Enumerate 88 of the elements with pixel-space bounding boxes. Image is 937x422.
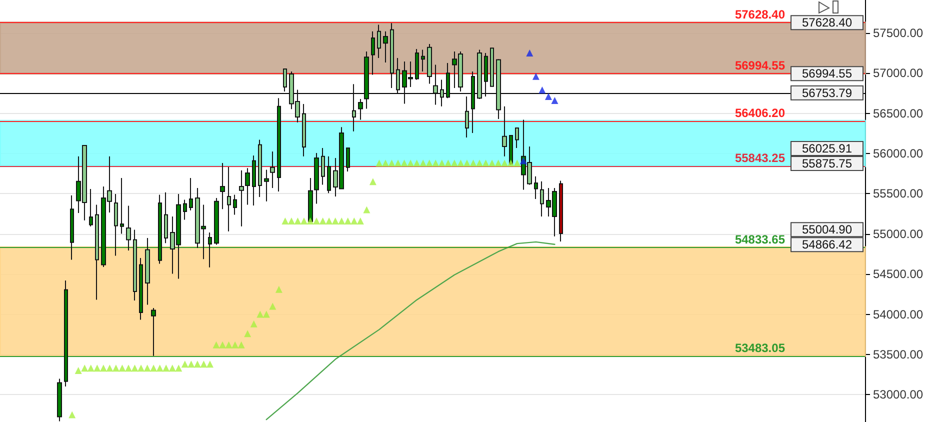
candlestick [145,238,150,306]
annotation: 55004.90 [802,222,852,237]
candlestick [277,98,281,192]
candlestick [208,232,212,268]
candlestick [515,128,519,149]
candlestick [133,229,137,301]
candlestick [502,106,507,157]
ref-line-label: 56406.20 [734,106,786,120]
candlestick [421,49,425,72]
point [532,72,540,80]
candlestick [321,148,325,186]
point [538,86,546,94]
candlestick [233,194,237,216]
candlestick [270,150,275,189]
candlestick [446,62,450,99]
y-tick-label: 56000.00 [873,146,924,161]
candlestick [396,58,400,94]
point [544,92,552,100]
y-tick-label: 57500.00 [873,26,924,40]
candlestick [227,166,231,232]
point [551,96,558,104]
candlestick [371,30,375,76]
candlestick [239,170,244,227]
annotation: 56753.79 [802,86,852,100]
annotation: 56994.55 [802,66,852,81]
y-tick-label: 53500.00 [873,347,924,362]
candlestick [364,50,369,110]
candlestick [120,178,124,234]
candlestick [264,169,269,202]
candlestick [484,52,488,97]
candlestick [252,154,256,206]
candlestick [164,192,168,244]
candlestick [158,194,162,264]
candlestick [358,98,363,120]
candlestick [427,44,432,84]
ref-line-label: 55843.25 [734,151,786,166]
candlestick [346,148,350,172]
candlestick [471,70,475,134]
annotation: 55875.75 [802,156,852,171]
candlestick [64,280,68,387]
ref-line-label: 53483.05 [734,340,786,355]
candlestick [283,68,287,92]
candlestick [151,308,156,356]
annotation: 57628.40 [802,16,852,30]
candlestick [189,178,193,211]
candlestick [383,30,388,63]
line-series [266,241,556,420]
candlestick [352,84,356,132]
annotation: 56025.91 [802,142,852,156]
y-tick-label: 53000.00 [873,388,924,402]
y-tick-label: 55500.00 [873,186,924,201]
ref-line-label: 54833.65 [734,232,786,246]
candlestick [540,180,544,217]
y-tick-label: 54500.00 [873,267,924,282]
candlestick [490,48,494,87]
candlestick [465,96,469,138]
candlestick [377,24,381,59]
candlestick [390,22,394,89]
candlestick [302,104,306,157]
candlestick [95,204,99,300]
candlestick [70,194,74,260]
candlestick [496,58,501,120]
candlestick [440,79,444,107]
candlestick [415,48,419,80]
candlestick [245,168,250,206]
candlestick [89,188,93,227]
candlestick [126,205,131,251]
candlestick [258,139,262,198]
candlestick [220,162,225,210]
candlestick [214,198,219,246]
candlestick [183,199,187,220]
ref-line-label: 56994.55 [734,58,786,73]
y-tick-label: 55000.00 [873,226,924,241]
candlestick [57,378,62,422]
y-tick-label: 57000.00 [873,66,924,80]
candlestick [433,64,438,106]
candlestick [559,180,563,242]
candlestick [534,176,538,200]
annotation: 54866.42 [802,238,852,252]
candlestick [327,156,331,194]
candlestick [477,49,482,100]
candlestick [114,194,118,256]
point [520,157,527,164]
y-tick-label: 56500.00 [873,106,924,120]
candlestick [139,258,143,320]
ref-line-label: 57628.40 [734,8,786,22]
y-tick-label: 54000.00 [873,307,924,322]
point [526,50,534,57]
